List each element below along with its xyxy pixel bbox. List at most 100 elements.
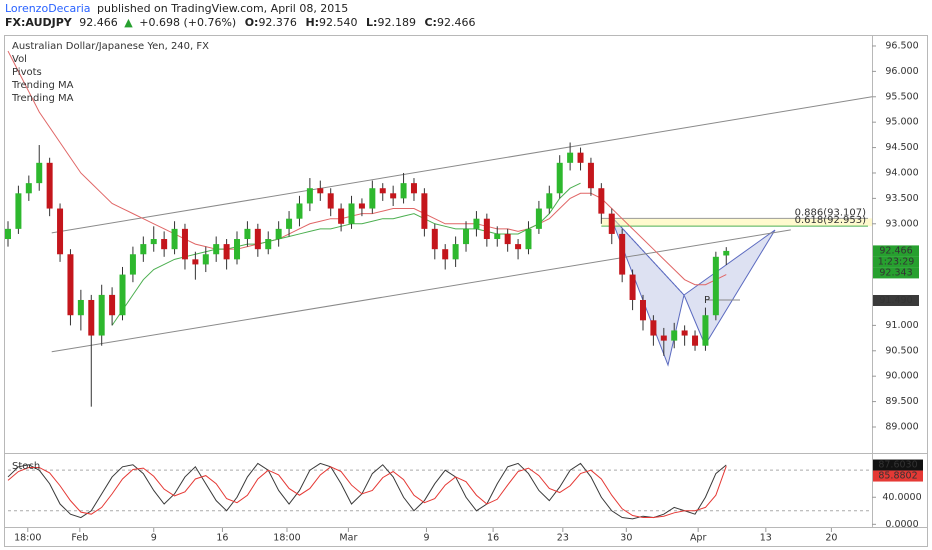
candle-body (57, 208, 64, 255)
candle-body (181, 228, 188, 260)
candle-body (671, 330, 678, 341)
open-label: O: (245, 16, 259, 29)
candle-body (598, 188, 605, 214)
candle-body (452, 244, 459, 260)
candle-body (639, 299, 646, 321)
candle-body (213, 244, 220, 255)
candle-body (192, 259, 199, 265)
series-line (111, 182, 581, 326)
candle-body (46, 162, 53, 209)
x-tick-label: 13 (760, 533, 772, 544)
axes: 89.000 89.500 90.000 90.500 91.000 93.000 93.5… (14, 40, 923, 544)
indicator-name: Vol (12, 54, 27, 65)
y-tick-label: 95.500 (885, 91, 918, 102)
candle-body (150, 239, 157, 245)
candle-body (681, 330, 688, 336)
open: 92.376 (258, 16, 297, 29)
candle-body (390, 193, 397, 199)
series-line (7, 466, 727, 519)
low-label: L: (366, 16, 377, 29)
candle-body (202, 254, 209, 265)
stoch-panel (7, 462, 872, 520)
price-label: 92.343 (879, 267, 912, 278)
high: 92.540 (319, 16, 358, 29)
symbol: FX:AUDJPY (5, 16, 73, 29)
candle-body (348, 203, 355, 224)
y-tick-label: 89.500 (885, 396, 918, 407)
candle-body (234, 239, 241, 260)
candle-body (629, 274, 636, 300)
x-tick-label: Feb (71, 533, 88, 544)
pattern-label: P (704, 295, 710, 306)
candle-body (369, 188, 376, 209)
candle-body (109, 294, 116, 316)
y-tick-label: 94.000 (885, 167, 918, 178)
candle-body (161, 239, 168, 250)
candle-body (306, 188, 313, 204)
candle-body (36, 162, 43, 184)
x-tick-label: 9 (151, 533, 157, 544)
series-line (7, 50, 727, 286)
candle-body (515, 244, 522, 250)
candle-body (702, 315, 709, 346)
candle-body (275, 228, 282, 240)
candle-body (223, 244, 230, 260)
candle-body (421, 193, 428, 229)
fib-label: 0.618(92.953) (795, 215, 867, 226)
stoch-label: 85.8802 (878, 471, 917, 482)
stoch-label: 87.6030 (878, 460, 917, 471)
candle-body (119, 274, 126, 316)
fib-label: 0.886(93.107) (795, 207, 867, 218)
candle-body (577, 152, 584, 163)
candle-body (286, 218, 293, 229)
x-tick-label: 16 (216, 533, 228, 544)
candle-body (129, 254, 136, 275)
y-tick-label: 94.500 (885, 142, 918, 153)
y-tick-label: 93.500 (885, 193, 918, 204)
candle-body (400, 183, 407, 199)
stoch-tick-label: 40.0000 (882, 492, 921, 503)
candle-body (535, 208, 542, 229)
countdown: 1:23:29 (878, 256, 915, 267)
price-label: 91.490 (879, 295, 912, 306)
countdown-box (873, 256, 919, 268)
indicator-name: Pivots (12, 67, 42, 78)
y-tick-label: 90.000 (885, 371, 918, 382)
y-tick-label: 93.000 (885, 218, 918, 229)
candle-body (77, 299, 84, 316)
candle-body (254, 228, 261, 250)
low: 92.189 (377, 16, 416, 29)
candle-body (525, 228, 532, 250)
x-tick-label: 23 (557, 533, 569, 544)
candle-body (556, 162, 563, 194)
legend-entry: Trending MA (11, 93, 74, 104)
stoch-label-box (873, 470, 923, 482)
candle-body (88, 299, 95, 336)
candle-body (608, 213, 615, 234)
x-tick-label: Apr (690, 533, 707, 544)
candle-body (358, 203, 365, 209)
candle-body (712, 256, 719, 316)
author[interactable]: LorenzoDecaria (5, 2, 91, 15)
x-tick-label: 30 (620, 533, 632, 544)
y-tick-label: 89.000 (885, 421, 918, 432)
candle-body (140, 244, 147, 255)
y-tick-label: 96.000 (885, 66, 918, 77)
trend-line (51, 229, 791, 353)
close-label: C: (424, 16, 436, 29)
candle-body (650, 320, 657, 336)
candle-body (567, 152, 574, 163)
stoch-label-box (873, 459, 923, 471)
candle-body (587, 162, 594, 189)
candle-body (327, 193, 334, 209)
candle-body (431, 228, 438, 250)
price-label-box (873, 267, 919, 279)
candle-body (546, 193, 553, 209)
trend-line (51, 96, 872, 234)
x-tick-label: 9 (423, 533, 429, 544)
candle-body (15, 193, 22, 229)
candle-body (25, 183, 32, 194)
price-label-box (873, 245, 919, 257)
